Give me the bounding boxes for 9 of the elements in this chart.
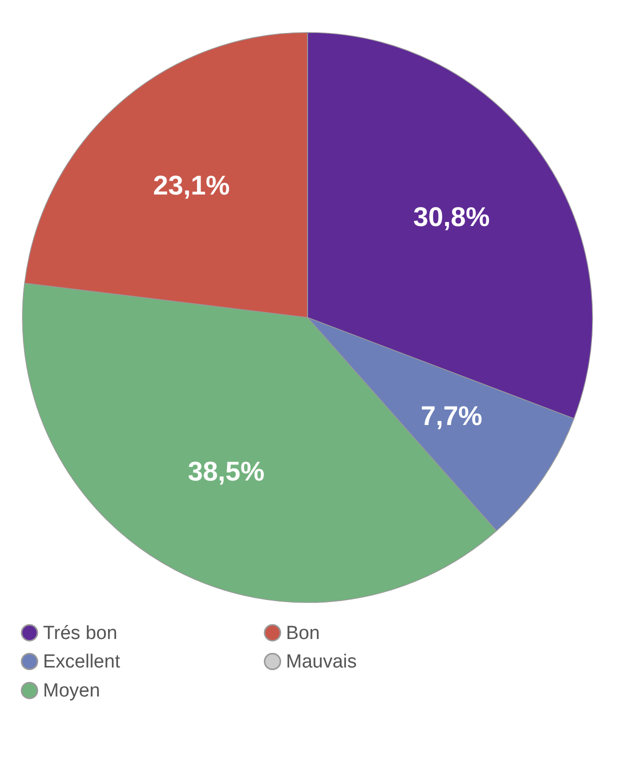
data-label: 7,7%	[420, 400, 482, 431]
legend-label: Moyen	[43, 680, 100, 702]
data-label: 38,5%	[188, 456, 264, 486]
legend-label: Trés bon	[43, 622, 118, 644]
data-label: 30,8%	[413, 202, 490, 232]
legend-label: Mauvais	[286, 652, 357, 672]
data-label: 23,1%	[153, 170, 230, 201]
legend-label: Excellent	[43, 652, 121, 672]
legend-label: Bon	[286, 622, 320, 644]
